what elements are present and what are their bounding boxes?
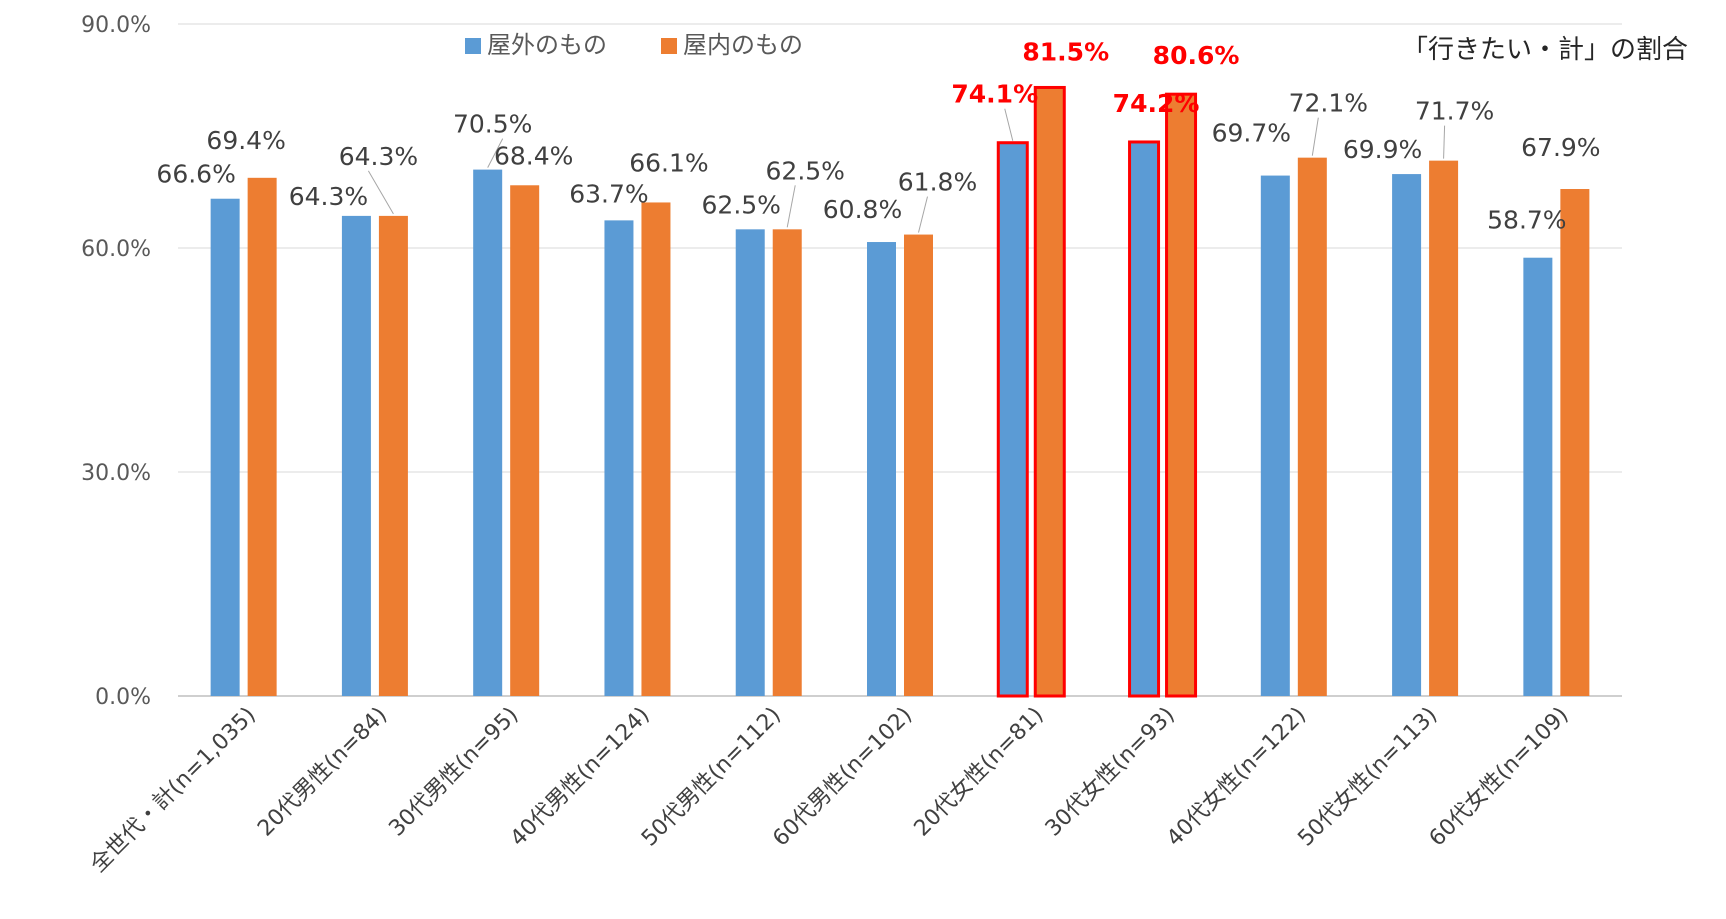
y-tick-label: 30.0% [81,461,151,486]
data-label-indoor-9: 71.7% [1415,97,1494,126]
legend-swatch-outdoor [465,38,481,54]
bar-indoor-0 [247,177,277,696]
data-label-outdoor-4: 62.5% [702,190,781,219]
leader-line [367,170,394,215]
y-tick-label: 0.0% [95,685,151,710]
data-label-outdoor-9: 69.9% [1343,135,1422,164]
bar-outdoor-7 [1128,140,1161,698]
data-label-outdoor-5: 60.8% [823,195,902,224]
leader-line [1443,125,1446,159]
data-label-indoor-10: 67.9% [1521,133,1600,162]
bar-indoor-6 [1033,85,1066,698]
data-label-indoor-0: 69.4% [206,126,285,155]
y-tick-label: 90.0% [81,13,151,38]
legend-label-outdoor: 屋外のもの [487,31,607,59]
data-label-outdoor-8: 69.7% [1212,119,1291,148]
bar-indoor-9 [1429,160,1459,696]
data-label-outdoor-10: 58.7% [1487,206,1566,235]
bars [210,85,1590,698]
data-label-indoor-3: 66.1% [629,148,708,177]
bar-outdoor-3 [604,220,634,696]
bar-indoor-8 [1297,157,1327,697]
bar-outdoor-4 [735,229,765,697]
data-label-indoor-7: 80.6% [1153,41,1240,70]
legend-swatch-indoor [661,38,677,54]
data-label-indoor-2: 68.4% [494,141,573,170]
bar-outdoor-10 [1523,257,1553,696]
x-tick-label: 60代女性(n=109) [1425,703,1574,852]
x-tick-label: 50代女性(n=113) [1293,703,1442,852]
chart-note: 「行きたい・計」の割合 [1402,35,1688,65]
x-tick-label: 20代女性(n=81) [910,703,1049,842]
bar-outdoor-2 [473,169,503,697]
legend-label-indoor: 屋内のもの [683,31,803,59]
data-label-outdoor-6: 74.1% [951,80,1038,109]
data-label-outdoor-3: 63.7% [569,179,648,208]
x-tick-label: 全世代・計(n=1,035) [86,703,261,878]
x-tick-label: 20代男性(n=84) [253,703,392,842]
bar-indoor-3 [641,202,671,696]
y-tick-label: 60.0% [81,237,151,262]
bar-outdoor-6 [996,141,1029,698]
y-axis: 0.0% 30.0% 60.0% 90.0% [81,13,151,710]
bar-outdoor-9 [1392,174,1422,696]
data-label-outdoor-2: 70.5% [453,110,532,139]
leader-line [1004,108,1014,141]
x-axis: 全世代・計(n=1,035)20代男性(n=84)30代男性(n=95)40代男… [86,703,1574,878]
x-tick-label: 30代男性(n=95) [384,703,523,842]
leader-line [786,185,796,228]
bar-indoor-5 [904,234,933,696]
data-label-indoor-6: 81.5% [1022,37,1109,66]
data-label-indoor-1: 64.3% [339,142,418,171]
leader-lines [367,108,1446,233]
legend: 屋外のもの 屋内のもの [465,31,803,59]
data-labels: 66.6%69.4%64.3%64.3%70.5%68.4%63.7%66.1%… [156,37,1600,234]
bar-outdoor-5 [867,242,896,696]
bar-outdoor-0 [210,198,240,696]
data-label-outdoor-1: 64.3% [289,182,368,211]
bar-indoor-7 [1165,92,1198,698]
leader-line [918,196,928,233]
data-label-indoor-4: 62.5% [766,156,845,185]
x-tick-label: 50代男性(n=112) [637,703,786,852]
x-tick-label: 40代男性(n=124) [506,703,655,852]
data-label-indoor-8: 72.1% [1289,89,1368,118]
x-tick-label: 60代男性(n=102) [768,703,917,852]
bar-indoor-4 [772,229,802,697]
data-label-outdoor-0: 66.6% [156,160,235,189]
bar-outdoor-8 [1260,175,1290,696]
bar-indoor-1 [378,215,408,697]
x-tick-label: 30代女性(n=93) [1041,703,1180,842]
x-tick-label: 40代女性(n=122) [1162,703,1311,852]
bar-indoor-10 [1560,189,1590,696]
bar-outdoor-1 [341,215,371,697]
bar-indoor-2 [510,185,540,696]
gridlines [178,23,1622,697]
data-label-indoor-5: 61.8% [898,168,977,197]
data-label-outdoor-7: 74.2% [1113,89,1200,118]
leader-line [487,138,504,168]
leader-line [1311,117,1319,156]
